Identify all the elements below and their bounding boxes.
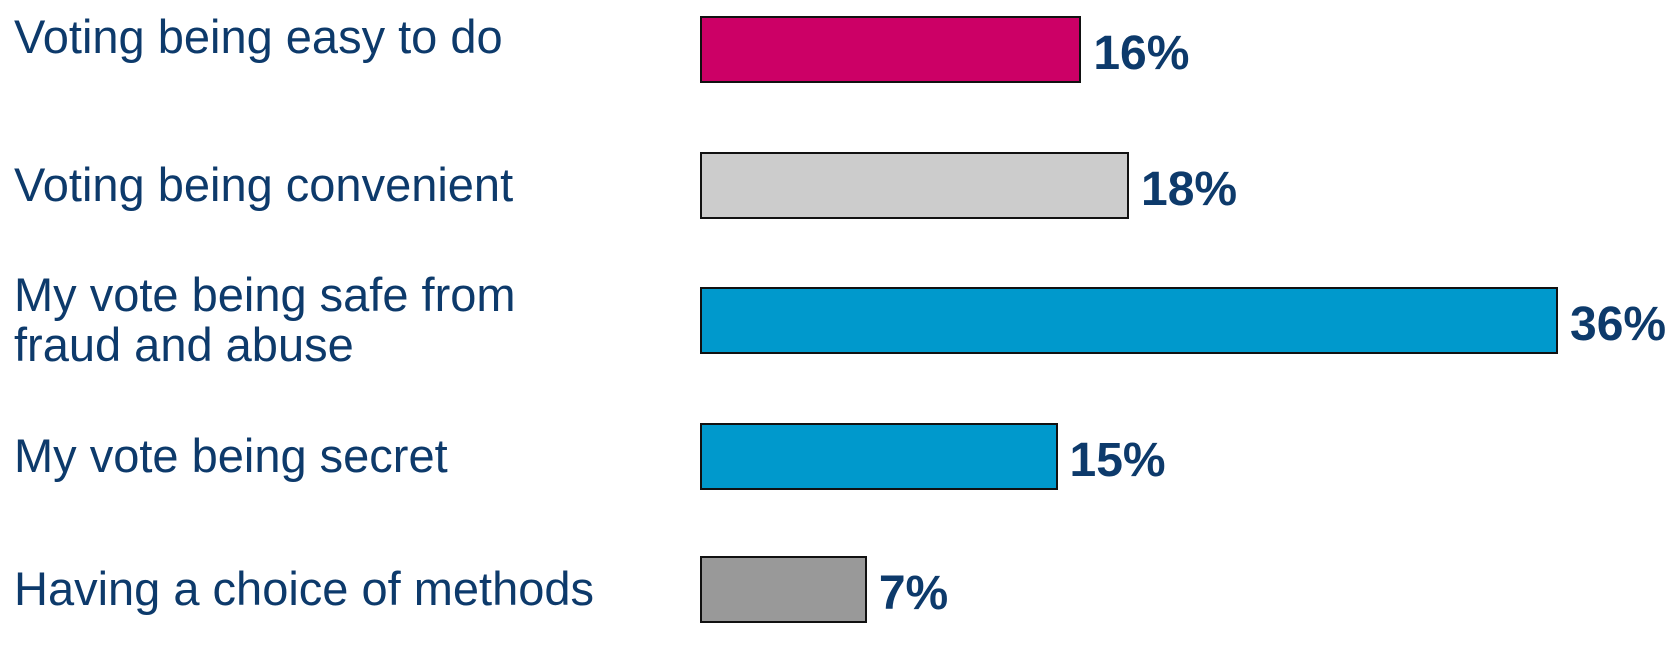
value-label: 18% xyxy=(1141,163,1238,216)
category-label: My vote being safe from fraud and abuse xyxy=(14,268,516,371)
page: Voting being easy to do 16% Voting being c… xyxy=(14,10,1667,623)
value-label: 36% xyxy=(1570,298,1667,351)
chart: Voting being easy to do 16% Voting being c… xyxy=(14,10,1667,623)
category-label: My vote being secret xyxy=(14,429,448,482)
value-label: 16% xyxy=(1093,27,1190,80)
category-label: Voting being easy to do xyxy=(14,10,503,63)
bar xyxy=(700,423,1058,490)
bar xyxy=(700,16,1082,83)
bar xyxy=(700,152,1129,219)
bar xyxy=(700,287,1558,354)
category-label: Voting being convenient xyxy=(14,158,514,211)
value-label: 15% xyxy=(1069,434,1166,487)
category-label: Having a choice of methods xyxy=(14,562,594,615)
bar xyxy=(700,556,867,623)
value-label: 7% xyxy=(878,567,949,620)
